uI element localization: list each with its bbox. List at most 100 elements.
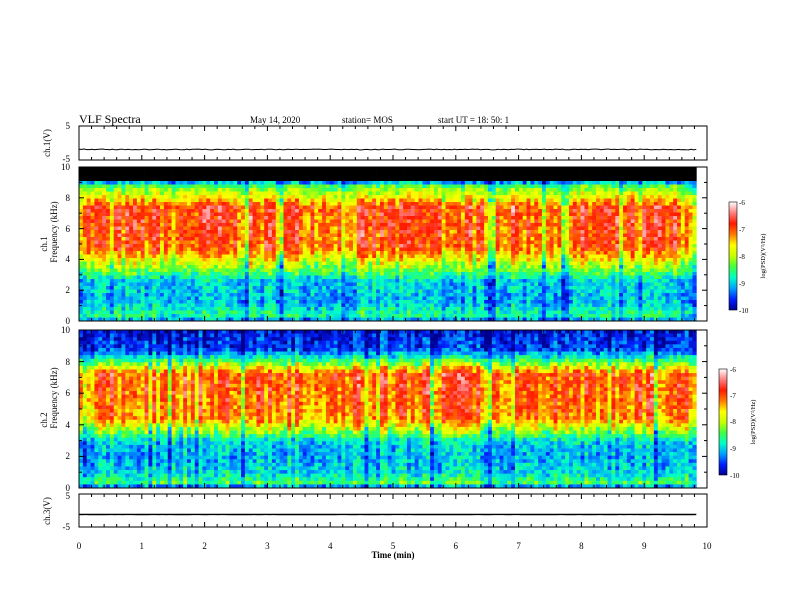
spectrogram-cell xyxy=(530,223,535,227)
spectrogram-cell xyxy=(379,226,385,231)
spectrogram-cell xyxy=(410,191,416,196)
spectrogram-cell xyxy=(499,195,504,199)
spectrogram-cell xyxy=(673,258,678,262)
spectrogram-cell xyxy=(310,258,315,262)
spectrogram-cell xyxy=(441,170,446,175)
spectrogram-cell xyxy=(541,230,547,234)
spectrogram-cell xyxy=(511,268,516,273)
spectrogram-cell xyxy=(86,177,91,182)
spectrogram-cell xyxy=(325,247,331,252)
spectrogram-cell xyxy=(90,223,95,227)
spectrogram-cell xyxy=(325,212,331,217)
spectrogram-cell xyxy=(310,191,315,196)
spectrogram-cell xyxy=(406,237,412,241)
spectrogram-cell xyxy=(530,177,535,182)
spectrogram-cell xyxy=(106,230,111,234)
spectrogram-cell xyxy=(653,198,659,203)
spectrogram-cell xyxy=(260,212,265,217)
spectrogram-cell xyxy=(626,198,632,203)
spectrogram-cell xyxy=(322,174,327,178)
spectrogram-cell xyxy=(306,272,311,276)
spectrogram-cell xyxy=(391,261,396,266)
spectrogram-cell xyxy=(599,205,605,210)
spectrogram-cell xyxy=(630,223,635,227)
spectrogram-cell xyxy=(426,258,431,262)
spectrogram-cell xyxy=(233,195,238,199)
spectrogram-cell xyxy=(642,233,647,238)
spectrogram-cell xyxy=(526,237,531,241)
spectrogram-cell xyxy=(283,233,288,238)
spectrogram-cell xyxy=(403,198,408,203)
spectrogram-cell xyxy=(468,177,473,182)
spectrogram-cell xyxy=(646,226,651,231)
spectrogram-cell xyxy=(522,191,527,196)
spectrogram-cell xyxy=(156,209,161,213)
spectrogram-cell xyxy=(414,174,419,178)
spectrogram-cell xyxy=(337,191,342,196)
spectrogram-cell xyxy=(256,209,261,213)
spectrogram-cell xyxy=(302,188,307,192)
spectrogram-cell xyxy=(82,188,88,192)
spectrogram-cell xyxy=(210,195,215,199)
spectrogram-cell xyxy=(499,258,504,262)
spectrogram-cell xyxy=(607,188,612,192)
spectrogram-cell xyxy=(248,233,253,238)
spectrogram-cell xyxy=(457,254,462,259)
spectrogram-cell xyxy=(615,205,620,210)
spectrogram-cell xyxy=(152,188,157,192)
spectrogram-cell xyxy=(457,195,462,199)
spectrogram-cell xyxy=(352,202,358,206)
spectrogram-cell xyxy=(256,188,261,192)
spectrogram-cell xyxy=(507,195,512,199)
spectrogram-cell xyxy=(553,177,558,182)
spectrogram-cell xyxy=(472,184,477,189)
spectrogram-cell xyxy=(476,226,481,231)
spectrogram-cell xyxy=(596,209,601,213)
spectrogram-cell xyxy=(638,258,643,262)
spectrogram-cell xyxy=(241,216,246,220)
spectrogram-cell xyxy=(449,174,454,178)
spectrogram-cell xyxy=(82,219,88,224)
spectrogram-cell xyxy=(433,237,439,241)
spectrogram-cell xyxy=(619,219,624,224)
spectrogram-cell xyxy=(503,202,508,206)
spectrogram-cell xyxy=(337,244,342,248)
spectrogram-cell xyxy=(484,188,489,192)
spectrogram-cell xyxy=(148,202,153,206)
spectrogram-cell xyxy=(198,184,203,189)
spectrogram-cell xyxy=(626,184,632,189)
spectrogram-cell xyxy=(109,247,115,252)
spectrogram-cell xyxy=(468,209,473,213)
spectrogram-cell xyxy=(634,223,639,227)
spectrogram-cell xyxy=(356,177,362,182)
spectrogram-cell xyxy=(484,226,489,231)
spectrogram-cell xyxy=(333,181,338,185)
spectrogram-cell xyxy=(491,244,497,248)
spectrogram-cell xyxy=(634,258,639,262)
spectrogram-cell xyxy=(653,244,659,248)
spectrogram-cell xyxy=(171,212,176,217)
spectrogram-cell xyxy=(646,202,651,206)
spectrogram-cell xyxy=(387,261,392,266)
spectrogram-cell xyxy=(414,167,419,171)
spectrogram-cell xyxy=(148,170,153,175)
spectrogram-cell xyxy=(214,202,219,206)
spectrogram-cell xyxy=(592,205,597,210)
spectrogram-cell xyxy=(484,174,489,178)
spectrogram-cell xyxy=(229,209,234,213)
spectrogram-cell xyxy=(445,170,450,175)
spectrogram-cell xyxy=(638,212,643,217)
spectrogram-cell xyxy=(464,167,470,171)
spectrogram-cell xyxy=(684,219,689,224)
spectrogram-cell xyxy=(688,233,693,238)
spectrogram-cell xyxy=(522,237,527,241)
spectrogram-cell xyxy=(430,268,435,273)
spectrogram-cell xyxy=(673,247,678,252)
spectrogram-cell xyxy=(364,265,369,269)
spectrogram-cell xyxy=(179,198,184,203)
spectrogram-cell xyxy=(692,268,697,273)
spectrogram-cell xyxy=(418,212,423,217)
spectrogram-cell xyxy=(464,251,470,255)
spectrogram-cell xyxy=(476,177,481,182)
spectrogram-cell xyxy=(349,177,354,182)
